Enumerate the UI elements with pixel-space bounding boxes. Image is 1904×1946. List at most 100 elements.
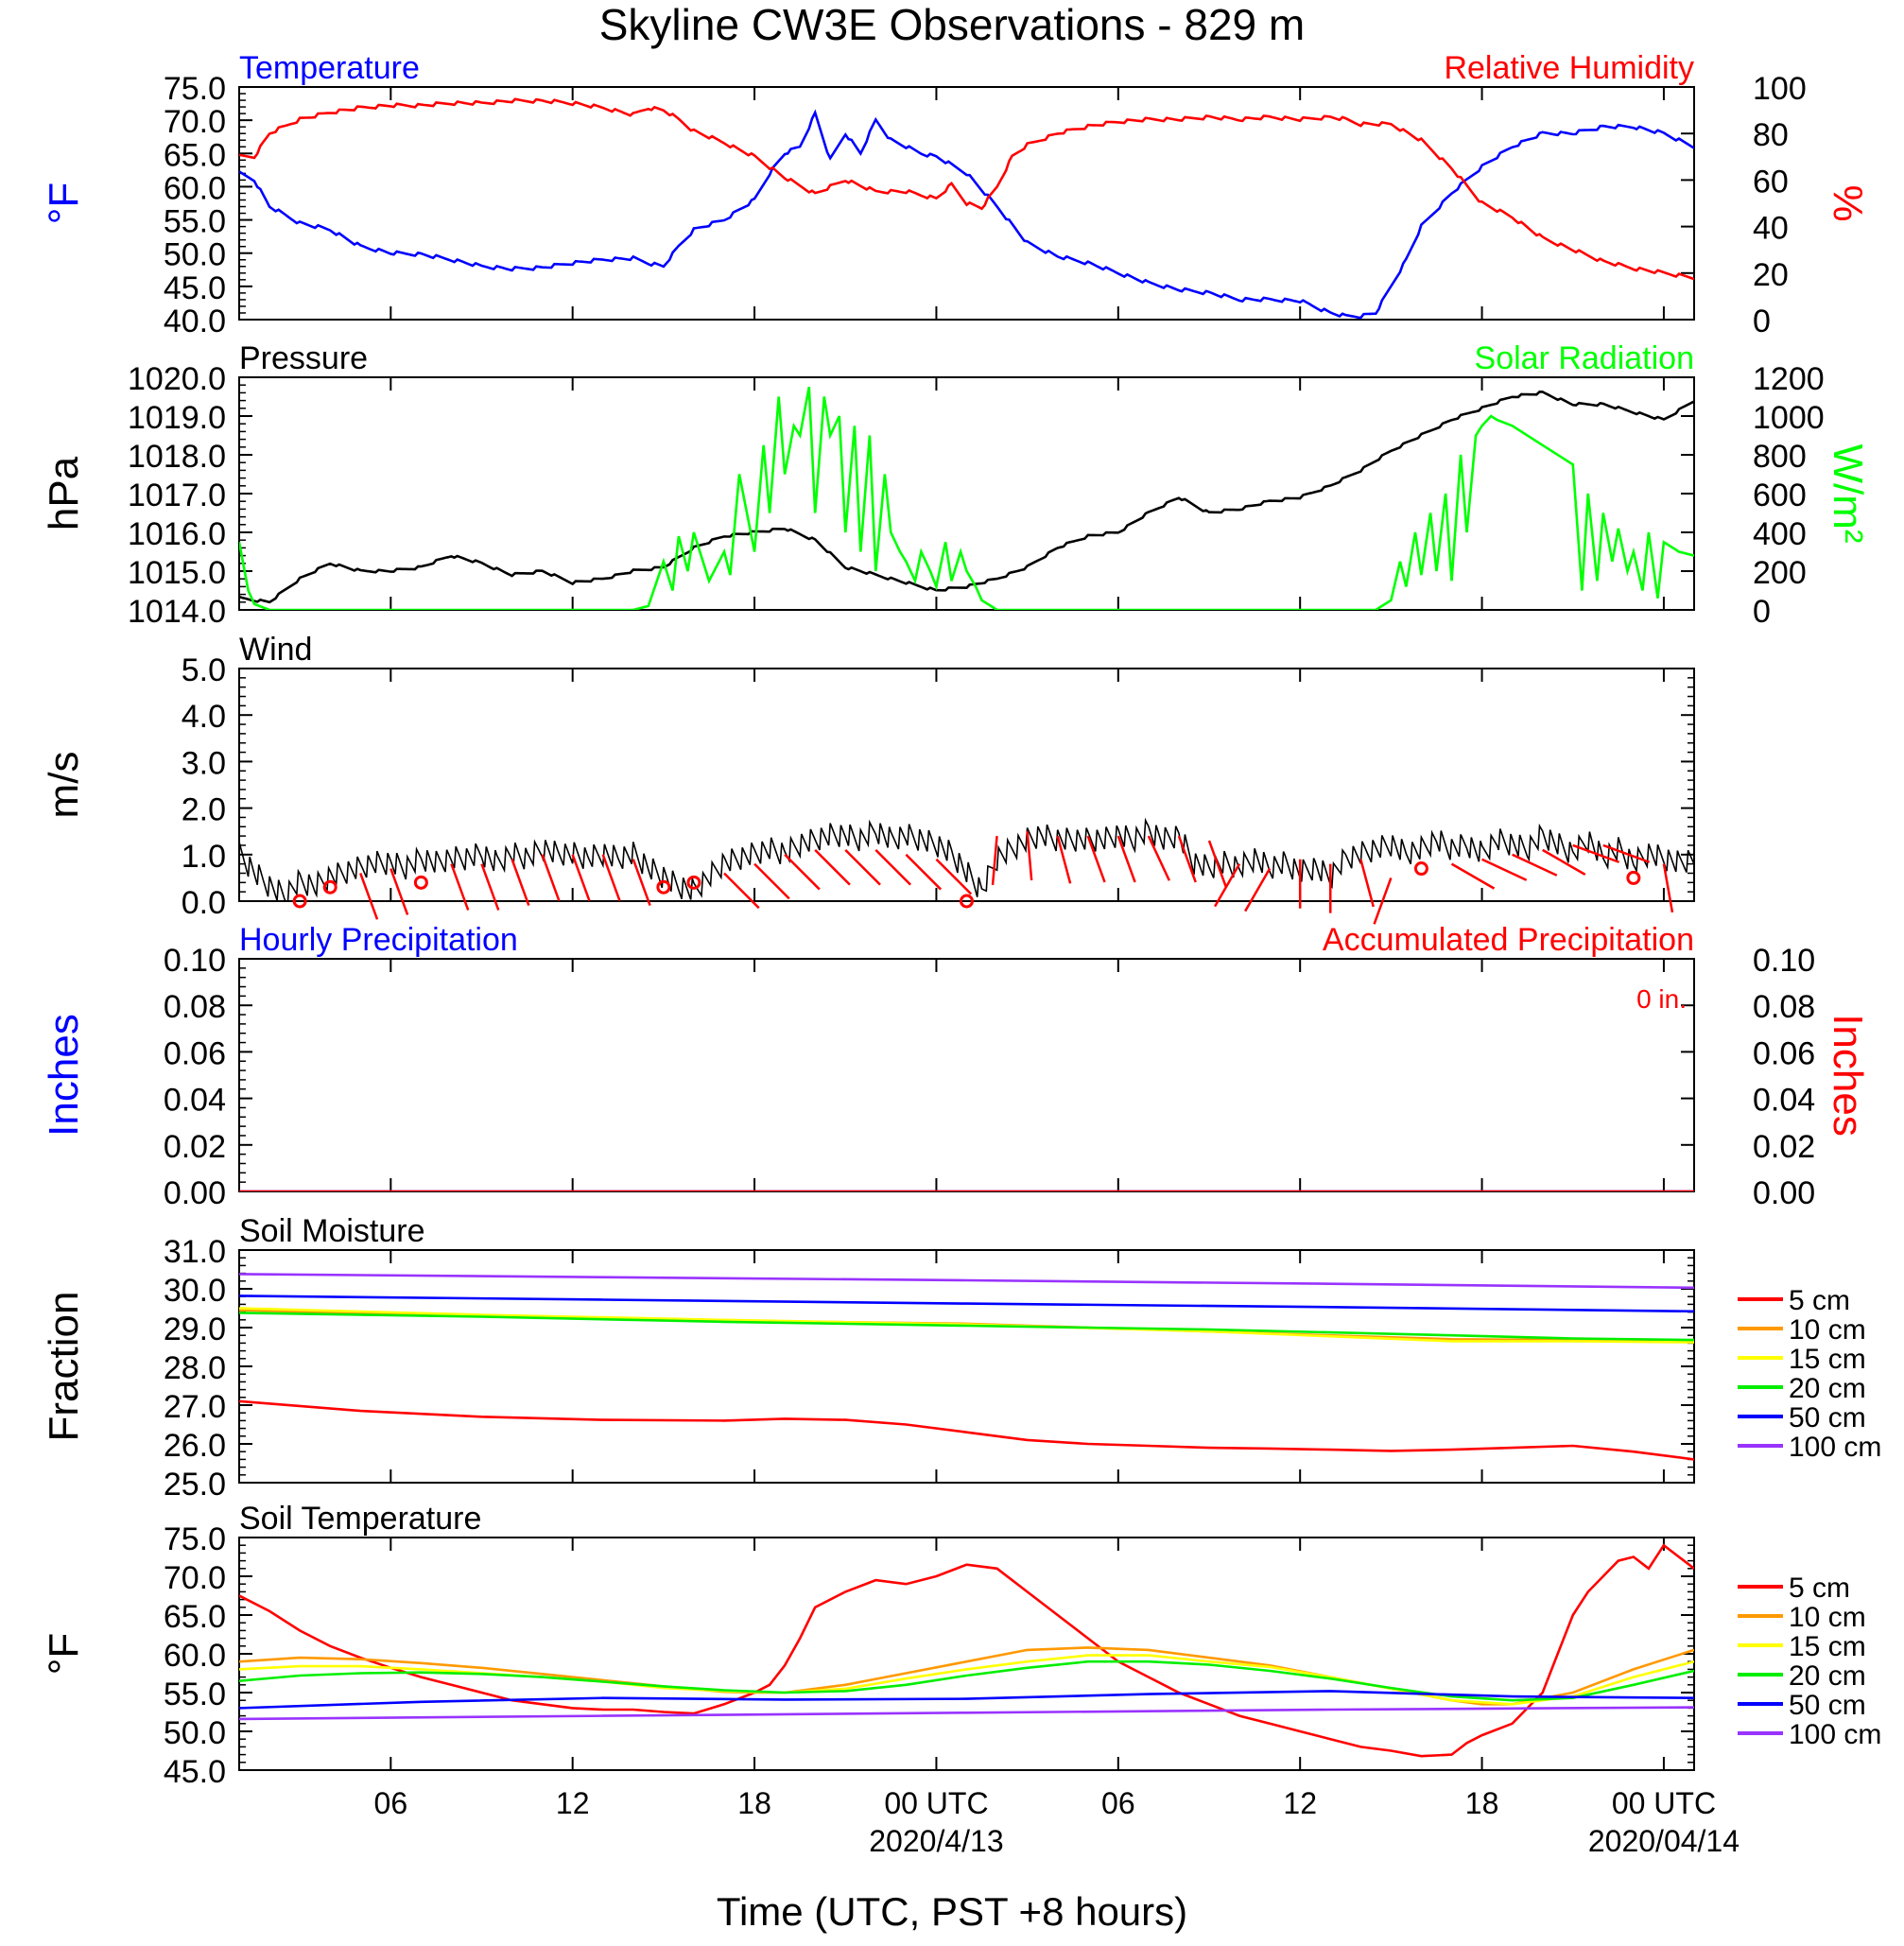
wind-barb bbox=[450, 863, 470, 911]
calm-wind-marker bbox=[1626, 870, 1641, 885]
y-tick-label-left: 0.08 bbox=[164, 989, 226, 1025]
wind-barb bbox=[571, 854, 591, 902]
y-tick-label-right: 40 bbox=[1753, 211, 1789, 247]
series-line-50-cm bbox=[239, 1690, 1694, 1710]
y-tick-label-left: 1016.0 bbox=[128, 516, 226, 552]
series-line-relative-humidity bbox=[239, 97, 1694, 281]
wind-barb bbox=[1147, 835, 1170, 881]
x-axis-label: Time (UTC, PST +8 hours) bbox=[717, 1889, 1187, 1934]
series-line-100-cm bbox=[239, 1273, 1694, 1290]
series-line-100-cm bbox=[239, 1706, 1694, 1721]
y-axis-title-left: Inches bbox=[41, 1014, 87, 1137]
x-tick-label: 00 UTC bbox=[884, 1786, 988, 1820]
y-tick-label-left: 60.0 bbox=[164, 170, 226, 206]
y-tick-label-left: 5.0 bbox=[182, 652, 226, 688]
legend-label: 50 cm bbox=[1789, 1402, 1866, 1433]
chart-panels: 40.045.050.055.060.065.070.075.002040608… bbox=[41, 50, 1881, 1858]
y-axis-title-right: % bbox=[1825, 184, 1871, 221]
y-axis-title-left: hPa bbox=[41, 456, 87, 530]
x-tick-label: 06 bbox=[1101, 1786, 1135, 1820]
panel-title-right: Solar Radiation bbox=[1475, 340, 1694, 376]
calm-wind-marker bbox=[292, 894, 307, 909]
legend-label: 100 cm bbox=[1789, 1719, 1881, 1750]
panel-title-right: Relative Humidity bbox=[1444, 50, 1694, 86]
series-line-50-cm bbox=[239, 1294, 1694, 1313]
y-tick-label-left: 25.0 bbox=[164, 1467, 226, 1503]
series-line-10-cm bbox=[239, 1646, 1694, 1706]
accumulated-total: 0 in. bbox=[1636, 984, 1687, 1014]
legend-label: 15 cm bbox=[1789, 1631, 1866, 1662]
x-tick-label: 06 bbox=[374, 1786, 408, 1820]
wind-barb bbox=[480, 863, 500, 911]
x-tick-label: 18 bbox=[1465, 1786, 1499, 1820]
y-tick-label-left: 50.0 bbox=[164, 237, 226, 273]
y-axis-title-left: °F bbox=[41, 182, 87, 224]
x-tick-label: 12 bbox=[1283, 1786, 1317, 1820]
y-tick-label-left: 1.0 bbox=[182, 839, 226, 875]
panel-title-left: Wind bbox=[239, 632, 312, 668]
wind-barb bbox=[1662, 863, 1674, 913]
legend-label: 5 cm bbox=[1789, 1285, 1850, 1316]
wind-barb bbox=[1244, 867, 1272, 912]
y-tick-label-left: 0.02 bbox=[164, 1129, 226, 1165]
wind-barb bbox=[844, 848, 881, 886]
y-tick-label-right: 0.04 bbox=[1753, 1083, 1815, 1119]
y-tick-label-left: 65.0 bbox=[164, 1599, 226, 1635]
calm-wind-marker bbox=[686, 875, 701, 890]
y-tick-label-left: 0.06 bbox=[164, 1035, 226, 1071]
figure-title: Skyline CW3E Observations - 829 m bbox=[599, 0, 1306, 49]
y-tick-label-left: 27.0 bbox=[164, 1389, 226, 1425]
series-line-5-cm bbox=[239, 1399, 1694, 1461]
series-line-solar-radiation bbox=[239, 387, 1694, 610]
plot-frame bbox=[238, 86, 1695, 321]
y-tick-label-right: 800 bbox=[1753, 439, 1807, 475]
legend-label: 10 cm bbox=[1789, 1314, 1866, 1346]
y-tick-label-right: 600 bbox=[1753, 478, 1807, 513]
series-line-20-cm bbox=[239, 1659, 1694, 1702]
wind-barb bbox=[1373, 877, 1393, 925]
y-tick-label-right: 60 bbox=[1753, 164, 1789, 200]
panel-title-left: Hourly Precipitation bbox=[239, 922, 518, 958]
wind-barb bbox=[1481, 858, 1528, 881]
y-tick-label-left: 75.0 bbox=[164, 1521, 226, 1557]
y-tick-label-right: 0.06 bbox=[1753, 1035, 1815, 1071]
y-tick-label-left: 29.0 bbox=[164, 1312, 226, 1347]
wind-barb bbox=[632, 859, 651, 907]
y-tick-label-left: 50.0 bbox=[164, 1715, 226, 1751]
legend-label: 100 cm bbox=[1789, 1432, 1881, 1463]
y-tick-label-right: 0.02 bbox=[1753, 1129, 1815, 1165]
wind-barb bbox=[814, 848, 851, 886]
x-tick-label: 18 bbox=[737, 1786, 771, 1820]
y-tick-label-left: 0.04 bbox=[164, 1083, 226, 1119]
wind-barb bbox=[1602, 843, 1651, 863]
legend-label: 10 cm bbox=[1789, 1602, 1866, 1633]
legend-label: 20 cm bbox=[1789, 1373, 1866, 1404]
plot-frame bbox=[238, 1537, 1695, 1771]
panel-title-left: Soil Moisture bbox=[239, 1213, 425, 1249]
wind-barb bbox=[1207, 840, 1227, 888]
series-line-temperature bbox=[239, 109, 1694, 320]
y-tick-label-left: 26.0 bbox=[164, 1428, 226, 1464]
y-tick-label-left: 1014.0 bbox=[128, 594, 226, 630]
series-line-pressure bbox=[239, 390, 1694, 604]
y-axis-title-right: Inches bbox=[1825, 1014, 1871, 1137]
series-line-20-cm bbox=[239, 1312, 1694, 1342]
wind-barb bbox=[935, 858, 973, 895]
wind-barb bbox=[389, 868, 409, 915]
calm-wind-marker bbox=[960, 894, 974, 909]
wind-barb bbox=[723, 872, 760, 910]
y-tick-label-right: 0.08 bbox=[1753, 989, 1815, 1025]
y-axis-title-right: W/m² bbox=[1825, 443, 1871, 543]
wind-barb bbox=[1026, 831, 1033, 881]
legend-label: 5 cm bbox=[1789, 1572, 1850, 1604]
legend-label: 20 cm bbox=[1789, 1660, 1866, 1692]
series-line-wind bbox=[239, 817, 1694, 901]
y-tick-label-left: 1019.0 bbox=[128, 400, 226, 436]
y-tick-label-left: 4.0 bbox=[182, 699, 226, 735]
y-tick-label-left: 1015.0 bbox=[128, 555, 226, 591]
y-tick-label-left: 40.0 bbox=[164, 304, 226, 339]
y-tick-label-left: 28.0 bbox=[164, 1350, 226, 1386]
y-tick-label-left: 1017.0 bbox=[128, 478, 226, 513]
y-tick-label-left: 45.0 bbox=[164, 270, 226, 306]
wind-barb bbox=[511, 859, 530, 907]
